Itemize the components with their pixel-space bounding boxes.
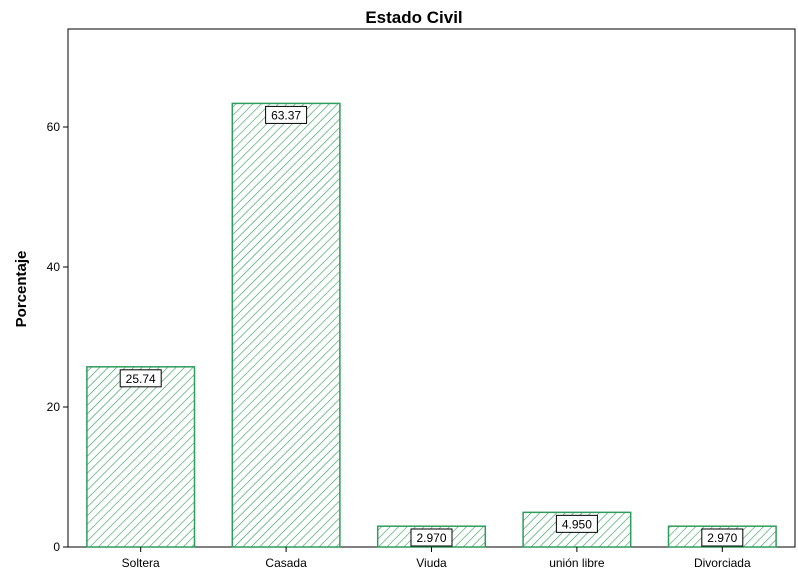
data-label: 4.950 — [562, 517, 592, 531]
x-tick-label: unión libre — [549, 556, 605, 570]
chart-title: Estado Civil — [365, 8, 462, 27]
x-tick-label: Casada — [265, 556, 307, 570]
y-tick-label: 0 — [53, 540, 60, 554]
data-label-box — [410, 528, 453, 547]
data-label-box — [265, 105, 308, 124]
data-label-box — [119, 369, 162, 388]
data-label-box — [701, 528, 744, 547]
bar-soltera — [86, 366, 196, 548]
bars — [86, 102, 777, 548]
x-tick-label: Divorciada — [694, 556, 751, 570]
y-axis-ticks: 0 20 40 60 — [47, 120, 68, 554]
x-axis-ticks: Soltera Casada Viuda unión libre Divorciada — [122, 547, 751, 570]
data-label: 63.37 — [271, 108, 301, 122]
data-label: 25.74 — [126, 372, 156, 386]
y-tick-label: 60 — [47, 120, 61, 134]
y-axis-label: Porcentaje — [13, 251, 30, 328]
data-label: 2.970 — [707, 531, 737, 545]
data-labels: 25.74 63.37 2.970 4.950 2.970 — [119, 105, 744, 547]
bar-casada — [231, 102, 341, 548]
x-tick-label: Viuda — [416, 556, 447, 570]
y-tick-label: 40 — [47, 260, 61, 274]
x-tick-label: Soltera — [122, 556, 160, 570]
y-tick-label: 20 — [47, 400, 61, 414]
data-label: 2.970 — [416, 531, 446, 545]
data-label-box — [555, 514, 598, 533]
